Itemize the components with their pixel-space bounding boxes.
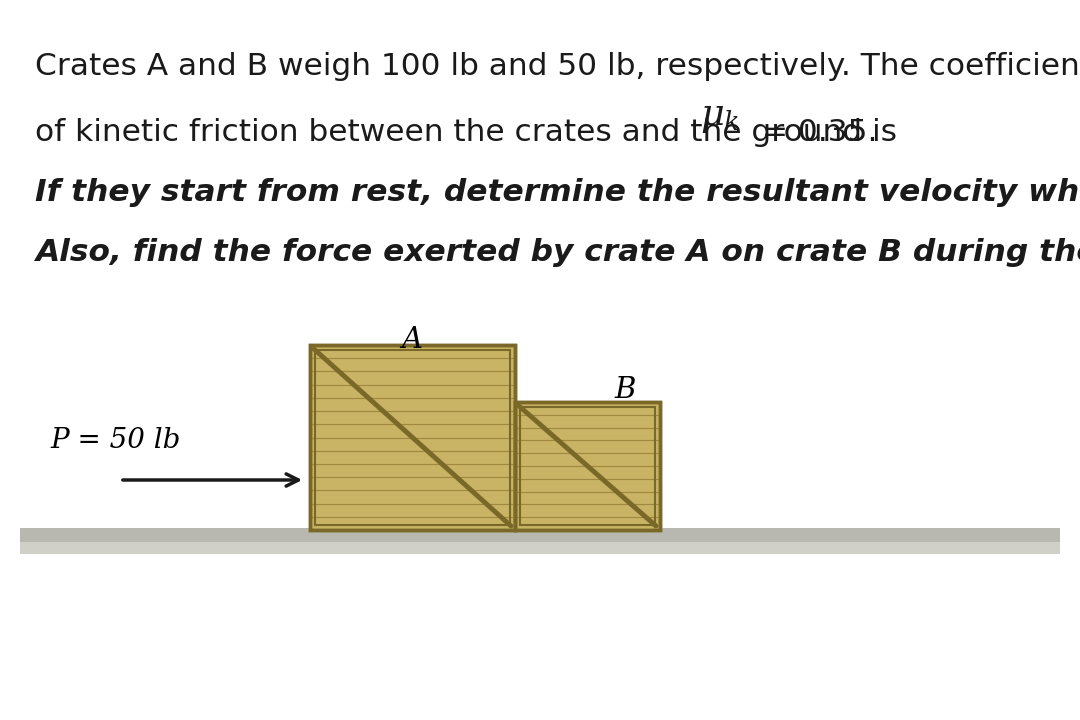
- Bar: [310, 345, 515, 530]
- Text: = 0.35.: = 0.35.: [752, 118, 877, 147]
- Text: of kinetic friction between the crates and the ground is: of kinetic friction between the crates a…: [35, 118, 907, 147]
- Bar: [310, 345, 515, 530]
- Bar: [515, 402, 660, 530]
- Text: A: A: [402, 326, 422, 354]
- Bar: [515, 402, 660, 530]
- Bar: [315, 350, 510, 525]
- Text: Crates A and B weigh 100 lb and 50 lb, respectively. The coefficient: Crates A and B weigh 100 lb and 50 lb, r…: [35, 52, 1080, 81]
- Text: If they start from rest, determine the resultant velocity when t = 10 s.: If they start from rest, determine the r…: [35, 178, 1080, 207]
- Text: $\mu_k$: $\mu_k$: [700, 98, 740, 135]
- Text: B: B: [615, 376, 636, 404]
- Bar: [21, 542, 1059, 554]
- Bar: [519, 407, 654, 525]
- Bar: [21, 528, 1059, 542]
- Text: P = 50 lb: P = 50 lb: [50, 426, 180, 454]
- Text: Also, find the force exerted by crate A on crate B during the motion.: Also, find the force exerted by crate A …: [35, 238, 1080, 267]
